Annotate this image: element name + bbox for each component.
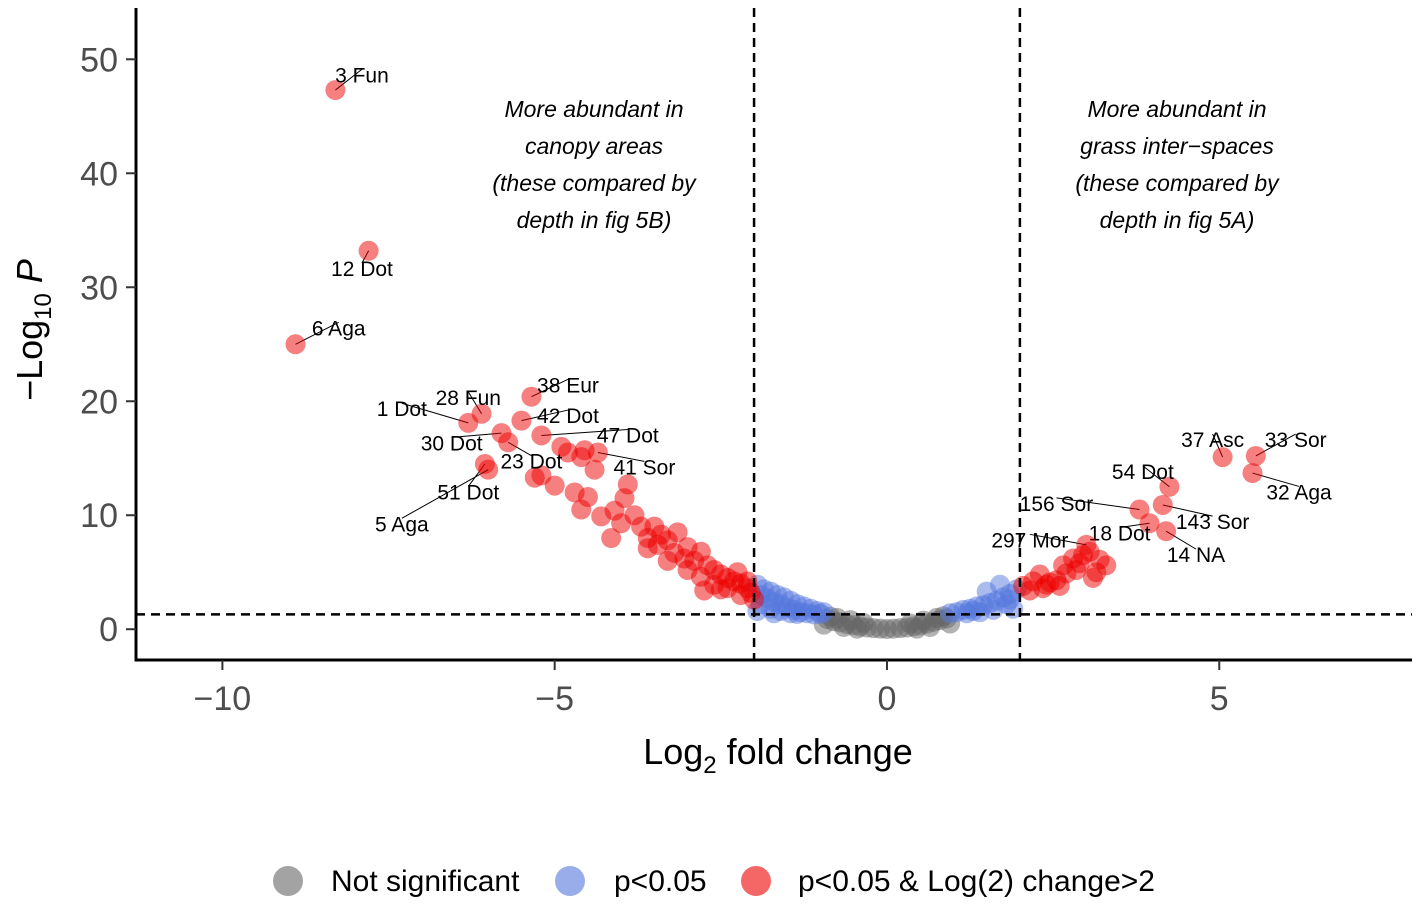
fc-point-45 [727, 562, 748, 583]
point-label-13: 37 Asc [1181, 429, 1244, 452]
annotation-left-line-0: More abundant in [504, 96, 683, 122]
annotation-left-line-2: (these compared by [492, 170, 697, 196]
fc-point-63 [1096, 555, 1117, 576]
fc-point-22 [667, 522, 688, 543]
legend-swatch-p [555, 866, 585, 896]
labeled-point-13 [1212, 447, 1233, 468]
label-connector-17 [1056, 497, 1140, 511]
point-label-12: 5 Aga [375, 513, 429, 536]
y-tick-label-3: 30 [80, 269, 118, 307]
y-axis-title: −Log10 P [9, 259, 57, 401]
fc-point-7 [601, 528, 622, 549]
fc-point-40 [657, 550, 678, 571]
point-label-20: 14 NA [1167, 544, 1225, 567]
p-point-47 [963, 600, 984, 621]
fc-point-46 [710, 579, 731, 600]
fc-point-17 [524, 467, 545, 488]
x-tick-label-0: −10 [194, 680, 252, 718]
point-label-19: 18 Dot [1089, 522, 1151, 545]
labeled-point-21 [1076, 534, 1097, 555]
point-label-4: 28 Fun [436, 387, 501, 410]
labeled-point-14 [1245, 445, 1266, 466]
x-tick-label-1: −5 [535, 680, 574, 718]
p-point-45 [976, 581, 997, 602]
y-tick-label-4: 40 [80, 155, 118, 193]
labeled-point-8 [531, 425, 552, 446]
y-tick-label-5: 50 [80, 41, 118, 79]
point-label-5: 38 Eur [537, 374, 599, 397]
labeled-point-6 [511, 410, 532, 431]
labeled-point-9 [498, 432, 519, 453]
point-label-21: 297 Mor [991, 529, 1068, 552]
x-tick-label-3: 5 [1210, 680, 1229, 718]
fc-point-16 [551, 436, 572, 457]
labeled-point-1 [358, 240, 379, 261]
labeled-point-20 [1156, 521, 1177, 542]
y-tick-label-0: 0 [99, 611, 118, 649]
labeled-point-4 [471, 403, 492, 424]
labeled-point-18 [1152, 494, 1173, 515]
point-label-8: 47 Dot [597, 424, 659, 447]
annotation-left-line-1: canopy areas [525, 133, 664, 159]
labeled-point-5 [521, 386, 542, 407]
fc-point-11 [577, 487, 598, 507]
fc-point-68 [1083, 567, 1103, 588]
fc-point-14 [584, 459, 605, 480]
labeled-point-16 [1242, 463, 1263, 484]
point-label-3: 1 Dot [377, 398, 427, 421]
legend-label-ns: Not significant [331, 865, 520, 898]
labeled-point-12 [478, 459, 499, 480]
annotation-right-line-2: (these compared by [1075, 170, 1280, 196]
ns-point-32 [906, 618, 927, 639]
fc-point-49 [647, 534, 668, 555]
fc-point-6 [611, 513, 632, 534]
fc-point-5 [591, 506, 612, 527]
labeled-point-19 [1139, 513, 1160, 534]
point-label-1: 12 Dot [331, 258, 393, 281]
labeled-point-17 [1129, 499, 1150, 520]
x-tick-label-2: 0 [878, 680, 897, 718]
legend-swatch-both [741, 866, 771, 896]
fc-point-42 [631, 516, 652, 537]
label-connector-12 [401, 469, 489, 519]
legend-label-p: p<0.05 [614, 865, 707, 898]
fc-point-69 [1019, 580, 1040, 601]
point-label-17: 156 Sor [1020, 493, 1094, 516]
labeled-point-2 [285, 334, 306, 355]
y-tick-label-2: 20 [80, 383, 118, 421]
fc-point-66 [1053, 555, 1074, 576]
point-label-7: 30 Dot [421, 432, 483, 455]
annotation-right-line-0: More abundant in [1087, 96, 1266, 122]
point-label-16: 32 Aga [1266, 481, 1332, 504]
point-label-10: 41 Sor [613, 456, 675, 479]
y-tick-label-1: 10 [80, 497, 118, 535]
point-label-0: 3 Fun [335, 64, 389, 87]
label-connector-3 [401, 402, 469, 424]
point-label-15: 54 Dot [1112, 461, 1174, 484]
label-connector-8 [541, 428, 628, 436]
annotation-left-line-3: depth in fig 5B) [517, 207, 672, 233]
point-label-2: 6 Aga [312, 317, 366, 340]
point-label-11: 51 Dot [437, 481, 499, 504]
p-point-46 [999, 589, 1020, 610]
point-label-6: 42 Dot [537, 405, 599, 428]
labeled-point-0 [325, 80, 346, 101]
point-label-18: 143 Sor [1176, 511, 1250, 534]
annotation-right-line-1: grass inter−spaces [1080, 133, 1274, 159]
point-label-14: 33 Sor [1265, 429, 1327, 452]
labeled-point-10 [587, 442, 608, 463]
fc-point-48 [674, 548, 695, 569]
x-axis-title: Log2 fold change [643, 731, 913, 779]
annotation-right-line-3: depth in fig 5A) [1100, 207, 1255, 233]
legend-swatch-ns [273, 866, 303, 896]
labeled-point-15 [1159, 476, 1180, 497]
point-label-9: 23 Dot [500, 451, 562, 474]
ns-point-31 [847, 618, 868, 639]
fc-point-47 [694, 580, 715, 601]
legend: Not significant p<0.05 p<0.05 & Log(2) cha… [273, 865, 1155, 898]
legend-label-both: p<0.05 & Log(2) change>2 [798, 865, 1155, 898]
